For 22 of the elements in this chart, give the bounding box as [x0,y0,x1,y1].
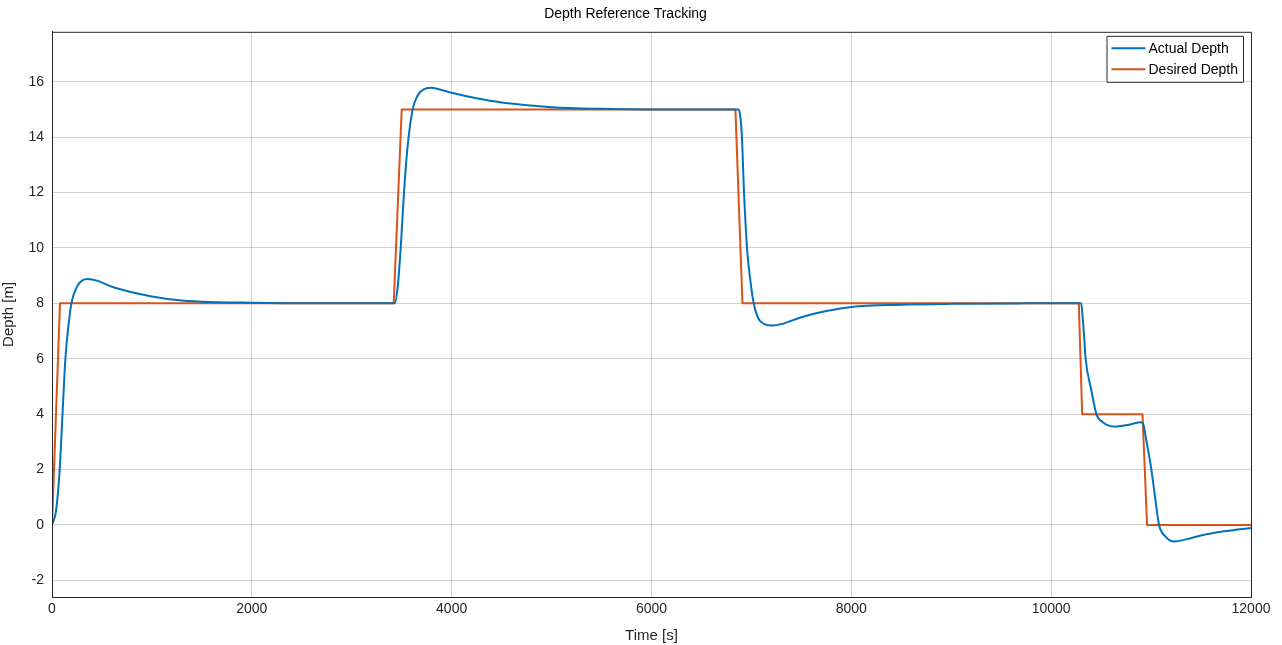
x-axis-title: Time [s] [625,626,678,644]
y-tick-label: 4 [36,405,45,421]
x-tick-label: 6000 [635,600,668,617]
y-tick-label: -2 [31,571,45,588]
legend-label: Actual Depth [1148,40,1229,57]
y-tick-label: 0 [36,515,45,532]
y-axis-title: Depth [m] [0,281,17,347]
y-tick-label: 14 [28,127,45,144]
y-tick-label: 6 [36,349,45,366]
x-tick-label: 4000 [436,600,468,617]
y-tick-label: 2 [36,460,45,477]
y-tick-label: 16 [28,72,45,89]
legend-label: Desired Depth [1148,61,1239,78]
y-tick-label: 10 [28,238,45,255]
x-tick-label: 8000 [835,600,868,617]
x-tick-label: 10000 [1031,600,1071,617]
y-tick-label: 8 [36,294,45,311]
chart-title: Depth Reference Tracking [544,5,707,22]
x-tick-label: 12000 [1231,600,1271,617]
x-tick-label: 2000 [236,600,268,617]
y-tick-label: 12 [28,183,45,200]
x-tick-label: 0 [48,600,57,617]
